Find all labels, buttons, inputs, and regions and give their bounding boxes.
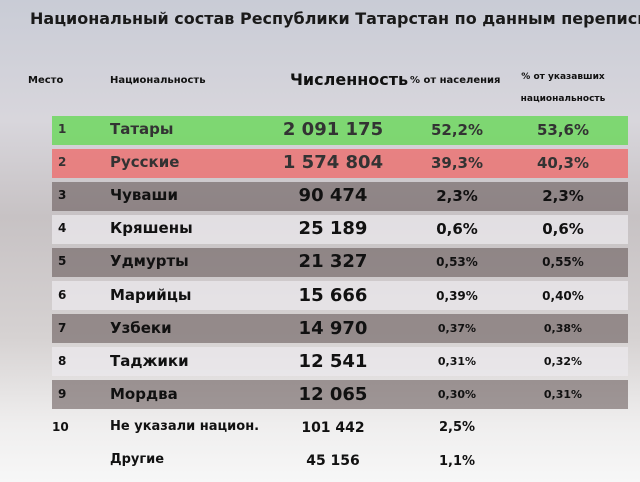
- cell-pct: 2,5%: [438, 420, 476, 436]
- cell-name: Узбеки: [110, 318, 172, 337]
- row-band: [52, 247, 628, 277]
- header-pct: % от населения: [410, 75, 501, 86]
- cell-pct: 0,53%: [436, 255, 478, 270]
- cell-pct: 2,3%: [436, 186, 478, 205]
- cell-place: 10: [52, 419, 69, 434]
- cell-name: Таджики: [110, 351, 189, 370]
- cell-count: 90 474: [298, 185, 368, 207]
- row-band: [52, 181, 628, 211]
- cell-pct: 0,31%: [437, 355, 477, 369]
- header-count: Численность: [290, 70, 409, 89]
- header-pct-named: % от указавших национальность: [520, 72, 606, 104]
- cell-pct-named: 0,40%: [542, 288, 584, 303]
- cell-pct: 1,1%: [438, 453, 476, 469]
- cell-place: 5: [58, 254, 67, 269]
- cell-pct-named: 53,6%: [536, 120, 590, 139]
- cell-pct-named: 2,3%: [542, 186, 584, 205]
- cell-count: 1 574 804: [282, 152, 384, 174]
- row-band: [52, 347, 628, 377]
- row-band: [52, 314, 628, 344]
- cell-place: 2: [58, 155, 67, 170]
- cell-place: 6: [58, 287, 67, 302]
- cell-name: Кряшены: [110, 219, 193, 238]
- cell-place: 8: [58, 353, 67, 368]
- cell-name: Чуваши: [110, 186, 178, 205]
- cell-pct-named: 0,55%: [542, 255, 584, 270]
- cell-count: 25 189: [298, 218, 368, 240]
- cell-place: 1: [58, 122, 67, 136]
- cell-name: Другие: [110, 452, 165, 467]
- row-band: [52, 148, 628, 178]
- row-band: [52, 214, 628, 244]
- row-band: [52, 281, 628, 310]
- cell-pct-named: 40,3%: [536, 153, 590, 172]
- cell-name: Не указали национ.: [110, 418, 260, 434]
- cell-place: 4: [58, 221, 67, 236]
- cell-name: Марийцы: [110, 285, 192, 304]
- cell-pct: 0,37%: [437, 322, 477, 336]
- cell-name: Русские: [110, 153, 180, 172]
- cell-pct-named: 0,31%: [543, 388, 583, 402]
- cell-name: Удмурты: [110, 252, 189, 271]
- header-place: Место: [28, 75, 64, 86]
- cell-place: 9: [58, 386, 67, 401]
- cell-pct: 0,39%: [436, 288, 478, 303]
- cell-pct-named: 0,6%: [542, 219, 584, 238]
- cell-pct: 0,6%: [436, 219, 478, 238]
- cell-name: Татары: [110, 120, 174, 138]
- cell-count: 14 970: [298, 317, 368, 339]
- cell-count: 15 666: [298, 284, 368, 306]
- cell-pct-named: 0,32%: [543, 355, 583, 369]
- row-band: [52, 115, 628, 145]
- cell-place: 3: [58, 188, 67, 203]
- cell-count: 45 156: [306, 453, 360, 469]
- cell-count: 12 065: [298, 383, 368, 405]
- cell-count: 21 327: [298, 251, 368, 273]
- cell-count: 101 442: [301, 419, 365, 436]
- header-name: Национальность: [110, 75, 206, 86]
- cell-count: 12 541: [298, 350, 368, 372]
- cell-pct: 39,3%: [430, 153, 484, 172]
- cell-pct: 0,30%: [437, 388, 477, 402]
- row-band: [52, 380, 628, 410]
- cell-count: 2 091 175: [282, 119, 384, 140]
- cell-place: 7: [58, 320, 67, 335]
- title: Национальный состав Республики Татарстан…: [30, 9, 640, 28]
- cell-pct-named: 0,38%: [543, 322, 583, 336]
- cell-pct: 52,2%: [430, 120, 484, 139]
- cell-name: Мордва: [110, 384, 178, 403]
